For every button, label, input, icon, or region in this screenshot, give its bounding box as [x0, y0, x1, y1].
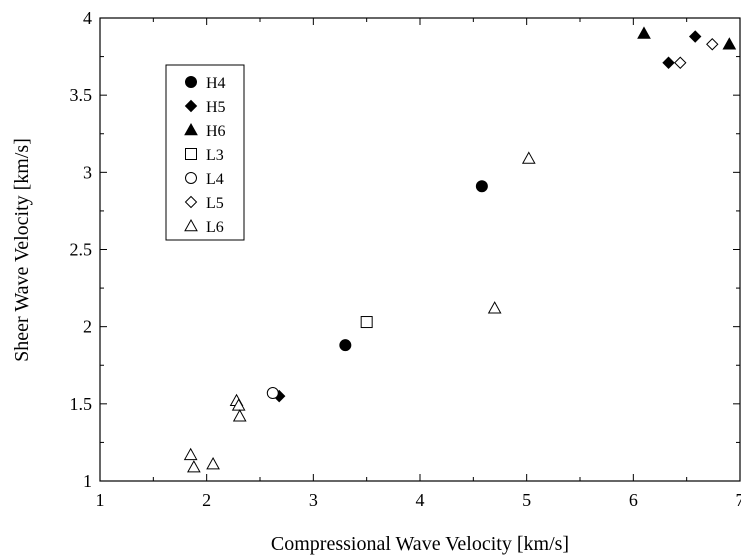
legend-label-h4: H4	[206, 75, 226, 92]
legend-label-h5: H5	[206, 99, 226, 116]
point-l4	[266, 387, 279, 400]
legend-label-l5: L5	[206, 195, 224, 212]
legend-marker-l4	[185, 172, 197, 184]
point-h5	[688, 30, 702, 43]
legend-box	[165, 64, 245, 241]
point-l3	[360, 316, 373, 329]
legend-label-l4: L4	[206, 171, 224, 188]
point-l6	[521, 151, 536, 164]
point-l6	[206, 456, 220, 470]
legend-marker-l5	[184, 195, 198, 209]
y-tick-label: 2.5	[70, 240, 93, 260]
point-l6	[487, 301, 502, 314]
legend-label-h6: H6	[206, 123, 226, 140]
legend-marker-h6	[184, 122, 198, 136]
point-l5	[674, 56, 687, 69]
x-tick-label: 4	[416, 490, 425, 510]
axis-tick-labels: 1 2 3 4 5 6 7 1 1.5 2 2.5 3 3.5 4	[70, 8, 741, 510]
x-tick-label: 5	[522, 490, 531, 510]
point-h4	[475, 180, 488, 193]
legend: H4 H5 H6 L3 L4 L5 L6	[165, 64, 245, 241]
point-l5	[706, 38, 719, 51]
point-l6	[183, 447, 198, 461]
legend-marker-h4	[185, 76, 197, 88]
y-tick-label: 2	[83, 317, 92, 337]
y-tick-label: 3	[83, 162, 92, 182]
point-l6	[231, 398, 246, 411]
legend-marker-h5	[184, 99, 198, 113]
y-tick-label: 1.5	[70, 394, 93, 414]
point-h4	[339, 339, 352, 352]
x-tick-label: 2	[202, 490, 211, 510]
y-tick-label: 4	[83, 8, 92, 28]
data-points	[183, 26, 737, 473]
legend-label-l3: L3	[206, 147, 224, 164]
x-tick-label: 3	[309, 490, 318, 510]
point-h5	[662, 56, 675, 69]
axis-ticks	[99, 17, 741, 482]
point-h6	[722, 37, 737, 50]
y-tick-label: 3.5	[70, 85, 93, 105]
point-l6	[187, 460, 201, 473]
y-axis-title: Sheer Wave Velocity [km/s]	[11, 138, 33, 362]
legend-label-l6: L6	[206, 219, 224, 236]
x-axis-title: Compressional Wave Velocity [km/s]	[271, 533, 569, 555]
legend-marker-l6	[184, 218, 198, 232]
legend-marker-l3	[185, 148, 197, 160]
x-tick-label: 7	[736, 490, 741, 510]
x-tick-label: 6	[629, 490, 638, 510]
point-l6	[232, 409, 247, 422]
x-tick-label: 1	[96, 490, 105, 510]
y-tick-label: 1	[83, 471, 92, 491]
point-h6	[637, 26, 651, 39]
